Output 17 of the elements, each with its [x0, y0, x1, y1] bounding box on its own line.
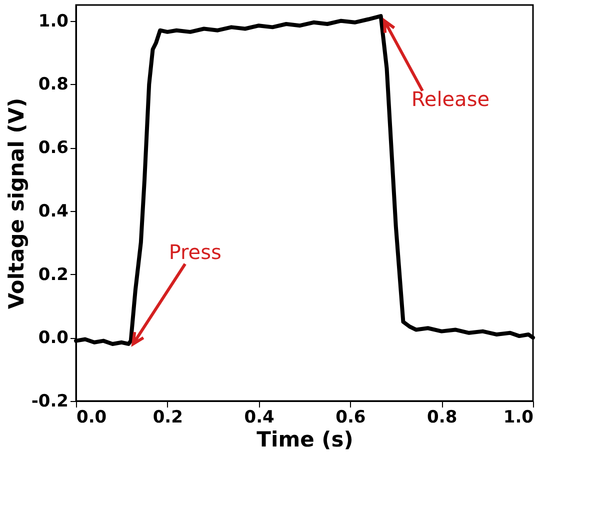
y-tick-label: 0.0 [38, 328, 69, 348]
x-tick-label: 0.2 [152, 408, 183, 428]
x-axis-title: Time (s) [256, 428, 354, 452]
y-tick-label: 0.6 [38, 138, 68, 158]
annotation: Press [168, 240, 222, 264]
y-tick-label: 1.0 [38, 11, 69, 32]
y-tick-label: 0.4 [38, 201, 69, 222]
annotation: Release [411, 86, 490, 111]
x-tick-label: 0.6 [336, 408, 366, 428]
y-axis-title: Voltage signal (V) [4, 98, 28, 310]
y-tick-label: 0.2 [38, 264, 68, 285]
x-tick-label: 0.4 [244, 408, 275, 428]
y-tick-label: -0.2 [31, 392, 68, 412]
x-tick-label: 1.0 [503, 408, 534, 428]
y-tick-label: 0.8 [38, 74, 68, 95]
x-tick-label: 0.0 [76, 408, 107, 428]
x-tick-label: 0.8 [427, 408, 458, 428]
